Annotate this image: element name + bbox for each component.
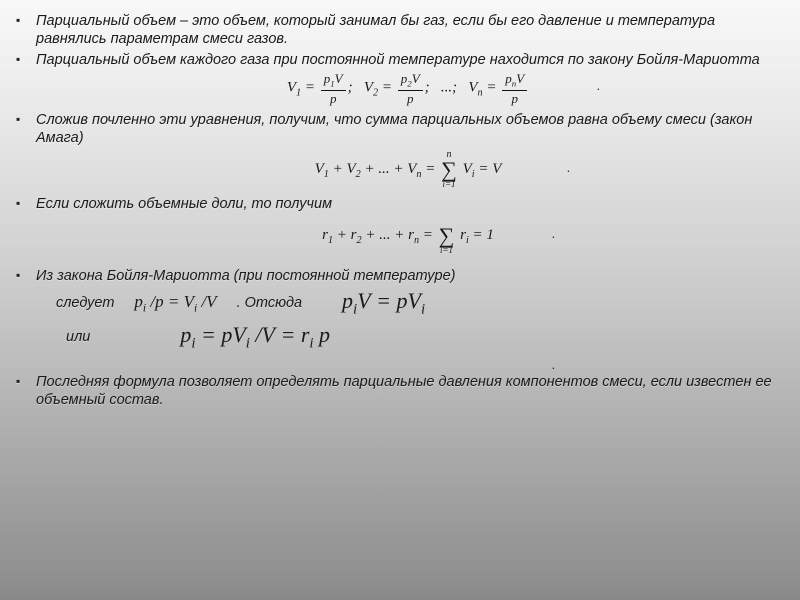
paragraph-partial-volume-def: Парциальный объем – это объем, который з… [36,12,780,48]
paragraph-amagat-law: Сложив почленно эти уравнения, получим, … [36,111,780,147]
formula-ratio-row: следует pi /p = Vi /V . Отсюда piV = pVi [56,288,780,318]
paragraph-volume-fractions: Если сложить объемные доли, то получим [36,195,780,213]
label-hence: . Отсюда [237,295,302,311]
label-follows: следует [56,295,114,311]
formula-volume-sum: V1 + V2 + ... + Vn = n∑i=1 Vi = V . [36,150,780,189]
paragraph-boyle-mariotte: Парциальный объем каждого газа при посто… [36,51,780,69]
label-or: или [66,329,90,345]
paragraph-conclusion: Последняя формула позволяет определять п… [36,373,780,409]
paragraph-from-boyle: Из закона Бойля-Мариотта (при постоянной… [36,267,780,285]
formula-final-row: или pi = pVi /V = ri p [66,322,780,352]
formula-partial-volumes: V1 = p1Vp; V2 = p2Vp; ...; Vn = pnVp . [36,72,780,104]
formula-fractions-sum: r1 + r2 + ... + rn = ∑i=1 ri = 1 . [36,216,780,255]
